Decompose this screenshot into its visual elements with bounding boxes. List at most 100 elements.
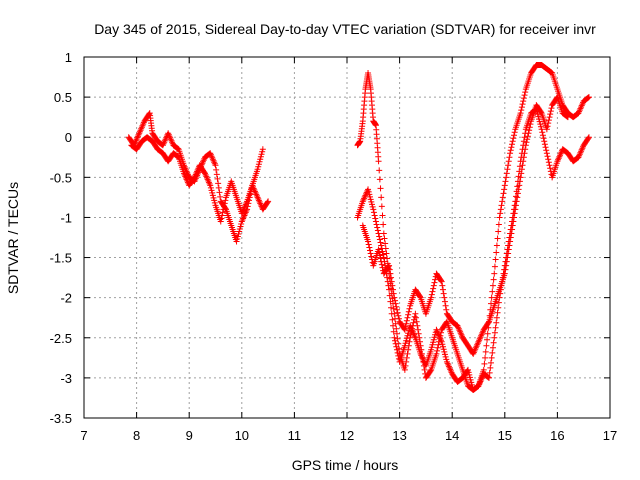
data-point [501, 270, 508, 277]
data-point [210, 194, 217, 201]
data-point [491, 263, 498, 270]
data-point [215, 184, 222, 191]
data-point [536, 118, 543, 125]
data-point [221, 200, 228, 207]
data-point [221, 203, 228, 210]
data-point [390, 328, 397, 335]
data-point [402, 323, 409, 330]
data-point [430, 339, 437, 346]
data-point [391, 294, 398, 301]
y-tick-label: 1 [65, 50, 72, 65]
x-tick-label: 8 [133, 428, 140, 443]
data-point [505, 246, 512, 253]
data-point [411, 313, 418, 320]
data-point [481, 360, 488, 367]
data-point [499, 194, 506, 201]
data-point [259, 146, 266, 153]
data-point [208, 187, 215, 194]
x-tick-label: 10 [235, 428, 249, 443]
data-point [520, 98, 527, 105]
data-point [416, 293, 423, 300]
data-point [365, 188, 372, 195]
data-point [429, 341, 436, 348]
data-point [429, 288, 436, 295]
data-point [212, 162, 219, 169]
x-tick-label: 12 [340, 428, 354, 443]
data-point [489, 344, 496, 351]
data-point [537, 109, 544, 116]
data-point [537, 123, 544, 130]
data-point [521, 92, 528, 99]
data-point [367, 196, 374, 203]
data-point [540, 135, 547, 142]
series-sdtvar-track-c [354, 62, 592, 393]
data-point [379, 264, 386, 271]
data-point [545, 159, 552, 166]
data-point [406, 338, 413, 345]
data-point [213, 171, 220, 178]
data-point [390, 290, 397, 297]
data-point [367, 193, 374, 200]
data-point [380, 251, 387, 258]
data-point [504, 166, 511, 173]
data-point [502, 266, 509, 273]
x-tick-label: 11 [288, 428, 302, 443]
data-point [388, 274, 395, 281]
data-point [504, 254, 511, 261]
data-point [495, 299, 502, 306]
data-point [493, 242, 500, 249]
data-point [207, 184, 214, 191]
data-point [376, 233, 383, 240]
data-point [507, 238, 514, 245]
data-point [497, 210, 504, 217]
data-point [522, 89, 529, 96]
data-point [509, 226, 516, 233]
data-point [385, 263, 392, 270]
data-point [216, 189, 223, 196]
data-point [427, 367, 434, 374]
y-tick-label: -3.5 [50, 411, 72, 426]
data-point [368, 198, 375, 205]
data-point [511, 210, 518, 217]
data-point [527, 121, 534, 128]
data-point [393, 346, 400, 353]
data-point [378, 203, 385, 210]
data-point [376, 167, 383, 174]
series-sdtvar-track-b [128, 134, 272, 225]
data-point [439, 286, 446, 293]
data-point [254, 166, 261, 173]
data-point [404, 350, 411, 357]
data-point [519, 101, 526, 108]
data-point [512, 193, 519, 200]
data-point [585, 134, 592, 141]
data-point [495, 221, 502, 228]
data-point [383, 250, 390, 257]
data-point [509, 138, 516, 145]
data-point [365, 241, 372, 248]
data-point [496, 214, 503, 221]
data-point [376, 249, 383, 256]
data-point [380, 254, 387, 261]
data-point [440, 290, 447, 297]
data-point [491, 329, 498, 336]
data-point [495, 228, 502, 235]
y-tick-label: -3 [60, 371, 72, 386]
data-point [547, 111, 554, 118]
data-point [483, 342, 490, 349]
data-point [393, 303, 400, 310]
data-point [519, 162, 526, 169]
data-point [390, 322, 397, 329]
data-point [490, 339, 497, 346]
data-point [219, 212, 226, 219]
data-point [488, 294, 495, 301]
x-tick-label: 7 [80, 428, 87, 443]
data-point [388, 304, 395, 311]
data-point [467, 376, 474, 383]
data-point [513, 198, 520, 205]
data-point [430, 336, 437, 343]
data-point [391, 297, 398, 304]
data-point [520, 95, 527, 102]
data-point [518, 104, 525, 111]
data-point [379, 212, 386, 219]
data-point [512, 202, 519, 209]
